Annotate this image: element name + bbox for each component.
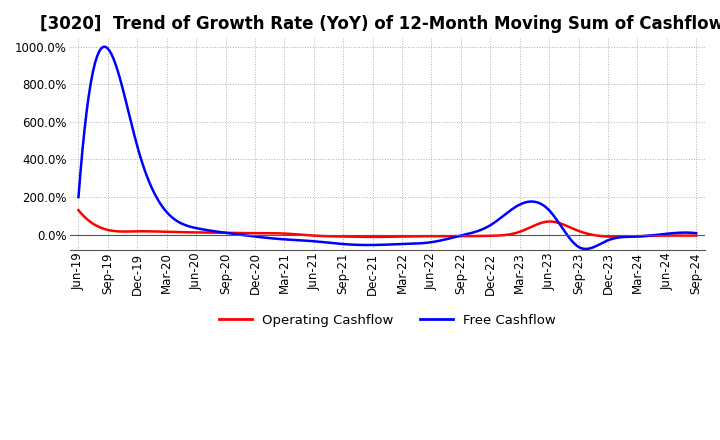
Free Cashflow xyxy=(442,237,451,242)
Legend: Operating Cashflow, Free Cashflow: Operating Cashflow, Free Cashflow xyxy=(213,309,562,332)
Free Cashflow xyxy=(638,234,647,239)
Line: Free Cashflow: Free Cashflow xyxy=(78,47,696,249)
Operating Cashflow xyxy=(692,233,701,238)
Free Cashflow xyxy=(101,44,109,49)
Free Cashflow xyxy=(599,240,608,245)
Free Cashflow xyxy=(76,169,85,174)
Operating Cashflow xyxy=(444,234,453,239)
Line: Operating Cashflow: Operating Cashflow xyxy=(78,210,696,237)
Free Cashflow xyxy=(582,246,591,252)
Operating Cashflow xyxy=(636,234,644,239)
Operating Cashflow xyxy=(74,208,83,213)
Free Cashflow xyxy=(74,194,83,200)
Operating Cashflow xyxy=(367,234,376,239)
Free Cashflow xyxy=(692,231,701,236)
Title: [3020]  Trend of Growth Rate (YoY) of 12-Month Moving Sum of Cashflows: [3020] Trend of Growth Rate (YoY) of 12-… xyxy=(40,15,720,33)
Operating Cashflow xyxy=(597,233,606,238)
Operating Cashflow xyxy=(454,234,463,239)
Operating Cashflow xyxy=(442,234,451,239)
Free Cashflow xyxy=(444,236,453,242)
Free Cashflow xyxy=(454,234,463,239)
Operating Cashflow xyxy=(76,210,85,215)
